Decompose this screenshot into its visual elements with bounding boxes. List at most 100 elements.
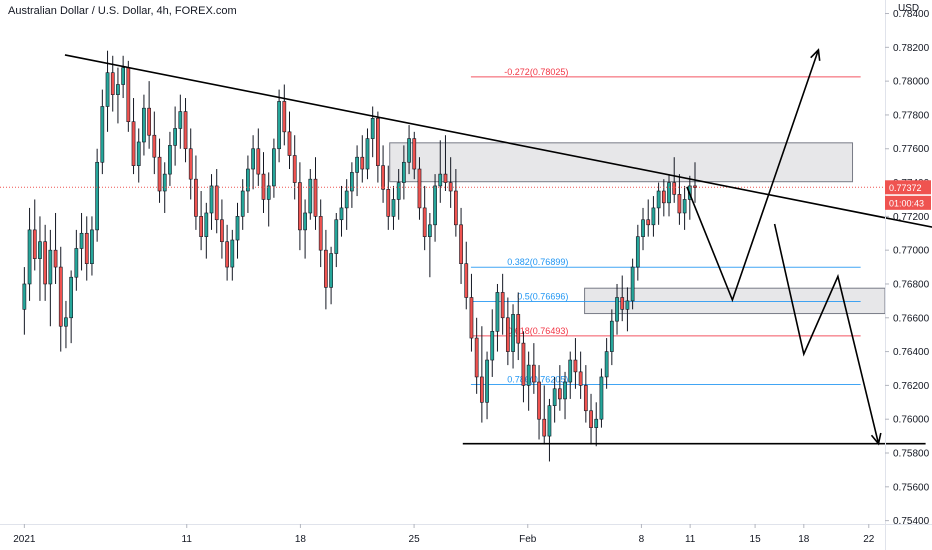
fib-label-1: 0.382(0.76899)	[507, 257, 568, 267]
drawing-layer	[0, 48, 932, 446]
candle-body-7	[58, 266, 63, 327]
candle-body-19	[121, 67, 125, 85]
candle-body-96	[521, 342, 526, 386]
candle-body-116	[625, 300, 630, 310]
candle-body-68	[376, 118, 380, 166]
candle-body-100	[542, 418, 547, 437]
candle-body-67	[370, 118, 375, 139]
candle-body-94	[511, 314, 515, 352]
candle-body-11	[79, 232, 84, 249]
candle-body-39	[225, 241, 229, 268]
candle-body-52	[292, 155, 297, 183]
candle-body-119	[641, 219, 645, 237]
candle-body-59	[329, 253, 333, 288]
candle-body-6	[53, 249, 58, 268]
candle-body-129	[693, 185, 697, 188]
candle-body-111	[599, 376, 604, 420]
candle-body-12	[84, 232, 89, 264]
candle-body-64	[355, 156, 359, 173]
candle-body-89	[485, 359, 489, 403]
candle-body-97	[526, 364, 531, 386]
candle-body-63	[350, 172, 354, 192]
candle-body-90	[490, 331, 495, 361]
candle-body-13	[90, 229, 94, 264]
projection-up-arrow	[686, 49, 820, 303]
x-tick-label-2: 18	[295, 534, 307, 545]
x-tick-label-5: 8	[639, 534, 645, 545]
candle-body-33	[194, 178, 198, 217]
fib-label-0: -0.272(0.78025)	[504, 67, 568, 77]
x-tick-label-8: 18	[798, 534, 810, 545]
candle-body-124	[667, 182, 671, 204]
candle-body-65	[360, 156, 365, 170]
projection-down-arrow	[773, 223, 880, 444]
candle-body-110	[594, 418, 599, 428]
candle-body-73	[402, 161, 406, 183]
candle-body-17	[110, 72, 115, 95]
candle-body-42	[240, 190, 245, 217]
candle-body-123	[661, 190, 666, 204]
candle-body-9	[69, 276, 74, 319]
candle-body-62	[344, 190, 349, 209]
x-tick-label-1: 11	[182, 534, 193, 545]
candle-body-87	[474, 337, 479, 378]
candle-body-18	[116, 84, 120, 95]
candle-body-24	[147, 107, 151, 136]
candle-body-98	[531, 364, 536, 383]
candle-body-69	[381, 165, 385, 190]
candle-body-76	[417, 168, 422, 209]
candle-body-106	[573, 359, 578, 373]
candle-body-21	[131, 121, 136, 166]
candle-body-112	[604, 351, 609, 378]
candle-body-20	[126, 67, 131, 123]
y-tick-label-6: 0.77200	[893, 212, 930, 223]
candle-body-40	[230, 239, 235, 268]
candle-body-117	[630, 266, 635, 302]
candle-body-77	[422, 207, 427, 237]
candle-body-10	[74, 248, 79, 278]
candle-body-78	[428, 224, 432, 237]
candle-body-5	[48, 249, 53, 285]
candle-body-79	[433, 185, 437, 226]
candle-body-22	[136, 141, 141, 166]
candle-body-35	[204, 212, 209, 237]
y-tick-label-7: 0.77000	[893, 246, 930, 257]
y-tick-label-1: 0.78200	[893, 43, 930, 54]
candle-body-80	[438, 173, 443, 187]
time-axis[interactable]: 2021 11 18 25 Feb 8 11 15 18 22	[13, 524, 875, 545]
candle-body-92	[500, 292, 505, 319]
candle-body-30	[178, 111, 183, 129]
y-tick-label-8: 0.76800	[893, 279, 930, 290]
candle-body-57	[318, 216, 323, 251]
price-axis[interactable]: 0.784000.782000.780000.778000.776000.774…	[885, 9, 930, 527]
candle-body-1	[27, 229, 32, 285]
candle-body-105	[568, 359, 573, 383]
candle-body-25	[152, 134, 157, 158]
candle-body-82	[448, 182, 453, 192]
candle-body-32	[188, 148, 193, 180]
candle-body-8	[64, 317, 68, 327]
trendline	[64, 54, 932, 228]
y-tick-label-0: 0.78400	[893, 9, 930, 20]
candle-body-91	[495, 292, 500, 332]
candle-body-3	[38, 241, 42, 259]
candle-body-53	[298, 182, 302, 231]
candle-body-86	[469, 297, 474, 339]
fib-label-3: 0.618(0.76493)	[507, 326, 568, 336]
candle-body-120	[646, 219, 651, 226]
candle-body-60	[334, 219, 339, 254]
candle-body-47	[266, 185, 271, 200]
candle-body-54	[303, 212, 307, 231]
candle-body-23	[142, 107, 146, 143]
y-tick-label-2: 0.78000	[893, 77, 930, 88]
candle-body-56	[313, 178, 318, 217]
x-tick-label-9: 22	[863, 534, 875, 545]
candle-body-27	[162, 173, 167, 192]
currency-label: USD	[898, 3, 919, 14]
candle-body-113	[609, 320, 614, 352]
candle-body-122	[656, 190, 661, 209]
candle-body-37	[214, 185, 219, 221]
candle-body-61	[339, 207, 344, 221]
candle-body-49	[277, 101, 281, 150]
